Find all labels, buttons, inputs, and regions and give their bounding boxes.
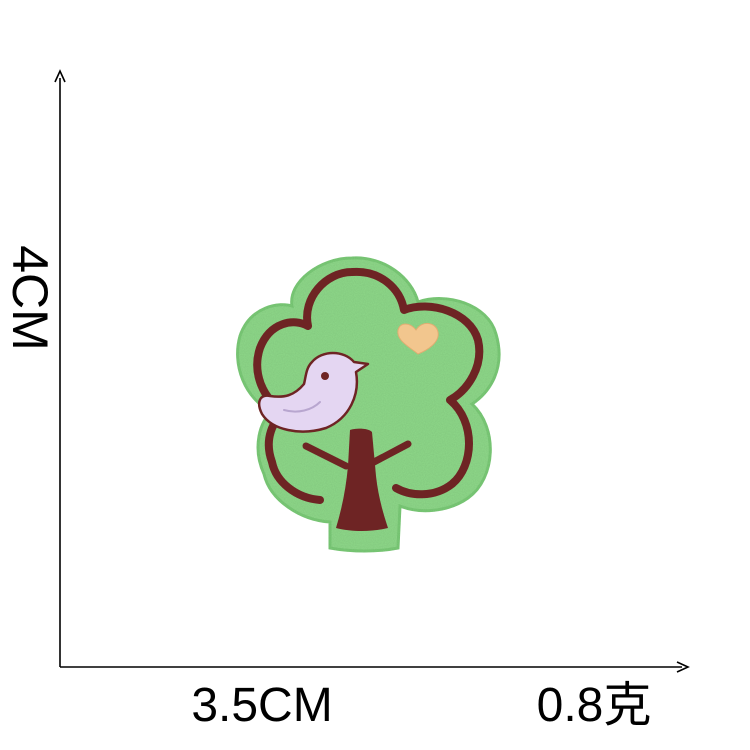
tree-branch-right-embroidery <box>370 440 412 466</box>
width-label: 3.5CM <box>191 679 333 732</box>
tree-trunk-embroidery <box>336 428 388 531</box>
tree-branch-left-embroidery <box>302 442 350 470</box>
bird-wing-embroidery <box>283 401 321 413</box>
heart-icon <box>397 323 439 355</box>
height-label: 4CM <box>2 245 58 351</box>
tree-bird-patch-image <box>236 256 501 553</box>
tree-outline-embroidery <box>253 267 484 504</box>
vertical-axis-arrow-icon <box>54 69 66 83</box>
bird-eye-icon <box>321 372 329 380</box>
horizontal-axis-arrow-icon <box>676 661 690 673</box>
bird-embroidery <box>258 351 370 433</box>
weight-label: 0.8克 <box>536 679 652 732</box>
